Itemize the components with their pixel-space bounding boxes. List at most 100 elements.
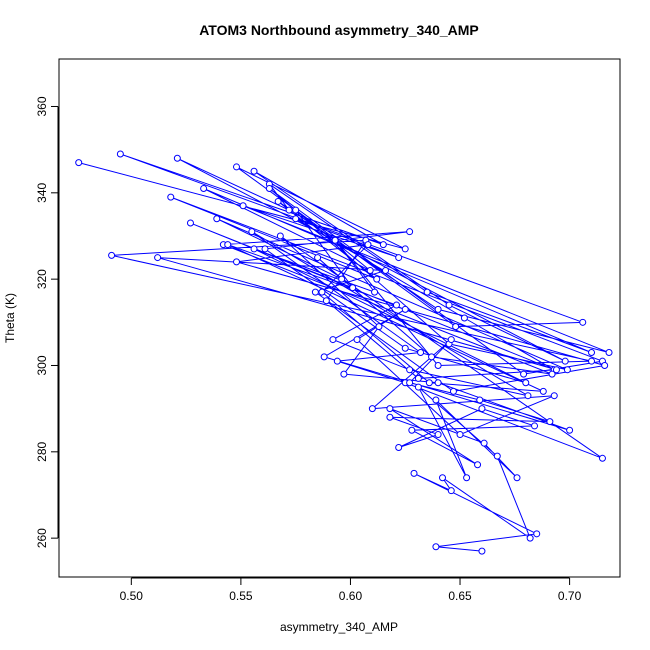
x-axis: 0.50 0.55 0.60 0.65 0.70 [120, 577, 582, 603]
data-point [452, 323, 460, 331]
data-point [533, 530, 541, 538]
data-point [75, 159, 83, 167]
data-point [224, 241, 232, 249]
data-point [480, 439, 488, 447]
data-point [563, 366, 571, 374]
data-point [379, 241, 387, 249]
data-point [456, 431, 464, 439]
data-point [233, 163, 240, 171]
data-point [371, 288, 379, 296]
data-point [476, 396, 484, 404]
x-tick-label: 0.50 [120, 589, 144, 603]
data-point [406, 366, 414, 374]
data-point [248, 228, 256, 236]
data-point [588, 349, 596, 357]
data-point [401, 305, 409, 313]
data-point [417, 349, 425, 357]
data-point [329, 336, 337, 344]
data-point [322, 297, 330, 305]
data-point [292, 215, 300, 223]
data-point [292, 206, 300, 214]
data-point [368, 405, 376, 413]
data-point [276, 232, 284, 240]
data-point [274, 197, 282, 205]
data-point [285, 206, 293, 214]
data-point [386, 413, 394, 421]
data-point [410, 469, 418, 477]
data-point [526, 534, 534, 542]
data-point [353, 336, 361, 344]
data-point [520, 370, 528, 378]
x-tick-label: 0.65 [448, 589, 472, 603]
data-point [392, 301, 400, 309]
data-point [333, 357, 341, 365]
data-point [408, 426, 416, 434]
data-point [439, 474, 446, 482]
data-point [406, 379, 414, 387]
data-point [167, 193, 175, 201]
data-point [552, 366, 560, 374]
data-point [250, 167, 258, 175]
data-point [548, 370, 556, 378]
data-point [579, 318, 587, 326]
data-point [318, 288, 326, 296]
data-point [401, 245, 409, 253]
data-point [434, 431, 442, 439]
data-point [493, 452, 501, 460]
data-point [200, 185, 208, 192]
y-axis-label: Theta (K) [3, 293, 17, 343]
y-tick-label: 360 [35, 96, 49, 116]
y-axis: 260 280 300 320 340 360 [35, 96, 59, 548]
x-tick-label: 0.60 [339, 589, 363, 603]
data-point [566, 426, 574, 434]
chart-title: ATOM3 Northbound asymmetry_340_AMP [199, 22, 479, 38]
data-point [406, 228, 414, 236]
data-point [338, 275, 346, 283]
y-tick-label: 260 [35, 528, 49, 548]
data-point [239, 202, 247, 210]
data-point [546, 418, 554, 426]
data-point [550, 392, 558, 400]
data-point [478, 547, 486, 555]
data-point [364, 241, 372, 249]
data-point [314, 254, 322, 262]
data-point [382, 267, 390, 275]
data-point [601, 361, 609, 369]
data-point [605, 349, 613, 357]
data-point [331, 236, 339, 244]
data-point [173, 154, 181, 162]
data-point [414, 383, 422, 391]
data-point [598, 454, 606, 462]
data-point [386, 405, 394, 413]
data-point [213, 215, 221, 223]
data-point [340, 370, 348, 378]
y-tick-label: 280 [35, 441, 49, 461]
data-point [375, 323, 383, 331]
data-point [588, 357, 596, 365]
data-point [425, 379, 433, 387]
y-tick-label: 300 [35, 355, 49, 375]
data-point [539, 387, 547, 395]
data-point [186, 219, 194, 227]
data-point [366, 267, 374, 275]
data-point [432, 396, 440, 404]
series-layer [75, 150, 613, 555]
y-tick-label: 320 [35, 269, 49, 289]
data-point [531, 422, 539, 430]
data-point [447, 336, 455, 344]
plot-frame [58, 58, 621, 578]
y-tick-label: 340 [35, 182, 49, 202]
data-point [434, 361, 442, 369]
data-point [513, 474, 521, 482]
data-point [414, 374, 422, 382]
data-point [261, 245, 269, 253]
data-point [233, 258, 240, 266]
data-point [401, 344, 409, 352]
data-point [478, 405, 486, 413]
series-line [78, 153, 610, 552]
data-point [250, 245, 258, 253]
x-tick-label: 0.55 [229, 589, 253, 603]
x-axis-label: asymmetry_340_AMP [280, 620, 398, 634]
data-point [116, 150, 124, 158]
